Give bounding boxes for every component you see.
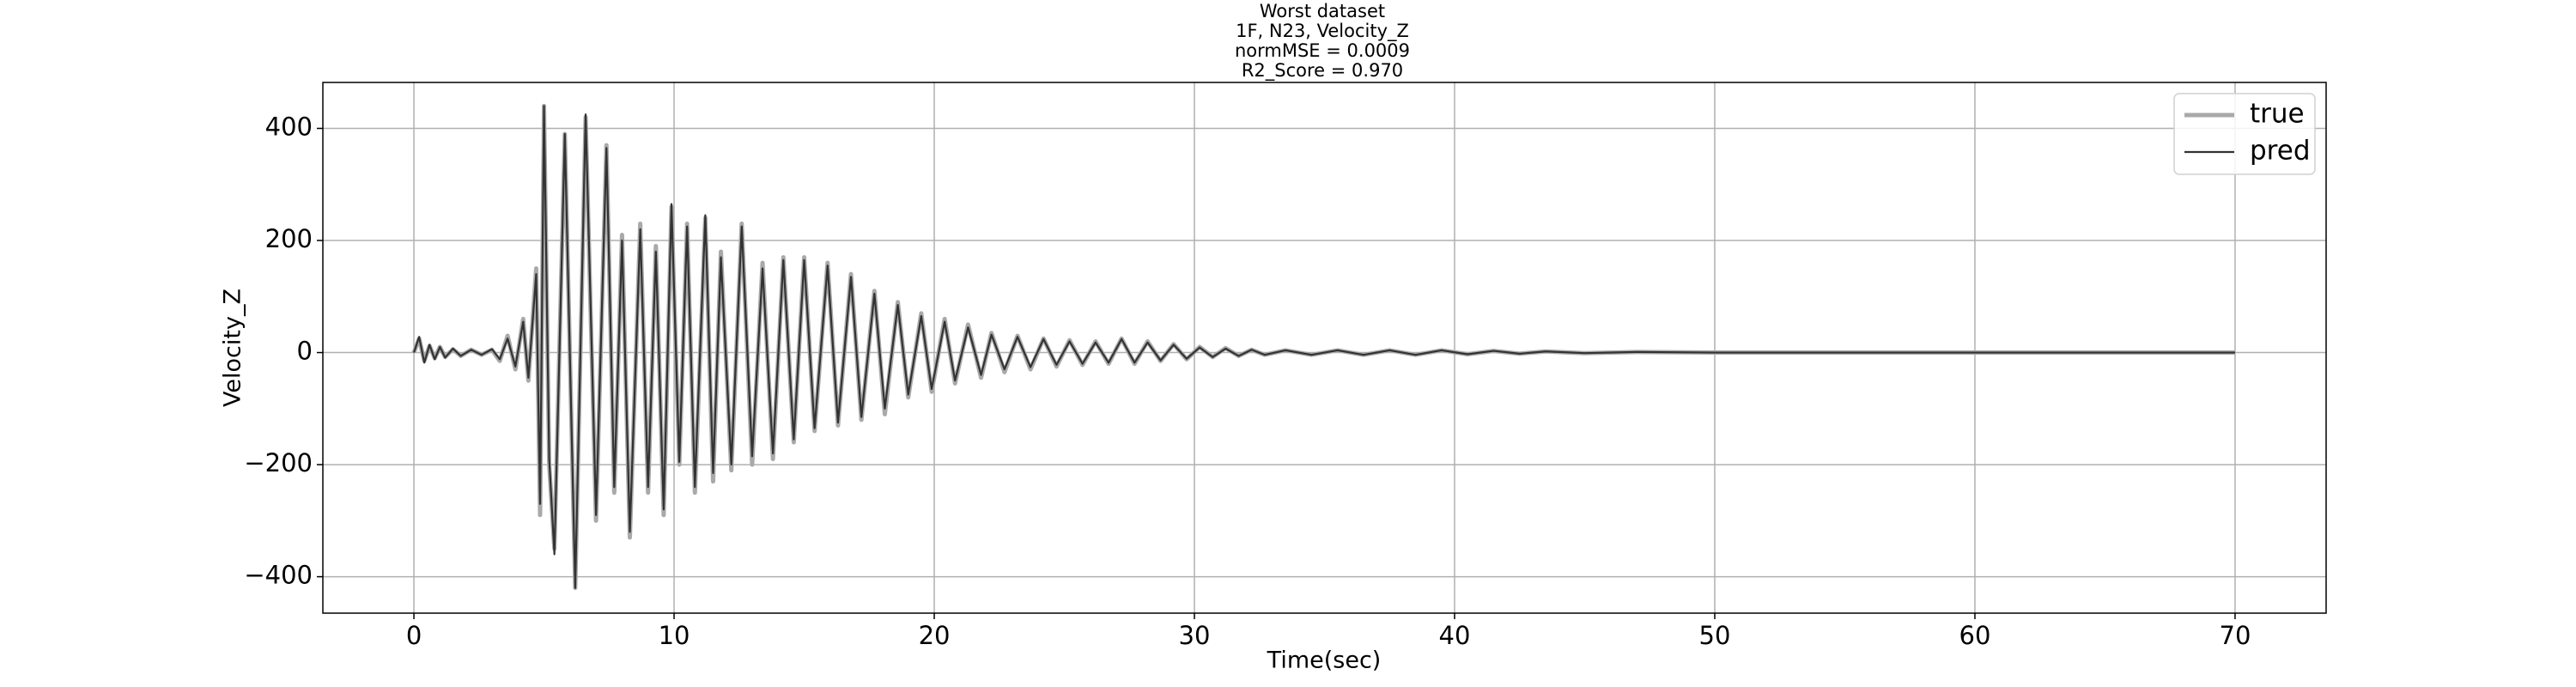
y-axis-label: Velocity_Z [220,289,246,407]
legend-label: true [2250,99,2305,130]
plot-frame [322,82,2327,614]
x-tick-label: 70 [2220,621,2251,650]
y-tick-label: −200 [244,448,313,477]
legend-label: pred [2250,136,2311,167]
plot-lines [411,103,2235,591]
x-axis-label: Time(sec) [1267,647,1382,674]
x-tick-label: 10 [659,621,690,650]
chart-title-line: normMSE = 0.0009 [1235,40,1410,61]
x-tick-label: 0 [406,621,422,650]
line-series [413,105,2235,589]
x-tick-label: 40 [1439,621,1471,650]
y-tick-label: −400 [244,561,313,590]
y-tick-label: 200 [265,224,313,253]
line-series [411,103,2235,591]
y-tick-label: 0 [297,337,313,366]
chart-title-line: 1F, N23, Velocity_Z [1236,21,1409,42]
x-tick-label: 50 [1699,621,1731,650]
chart-title-line: R2_Score = 0.970 [1242,60,1403,82]
chart-title-line: Worst dataset [1260,1,1385,21]
x-tick-label: 20 [919,621,951,650]
x-tick-label: 30 [1179,621,1211,650]
x-tick-label: 60 [1959,621,1991,650]
y-tick-label: 400 [265,112,313,142]
